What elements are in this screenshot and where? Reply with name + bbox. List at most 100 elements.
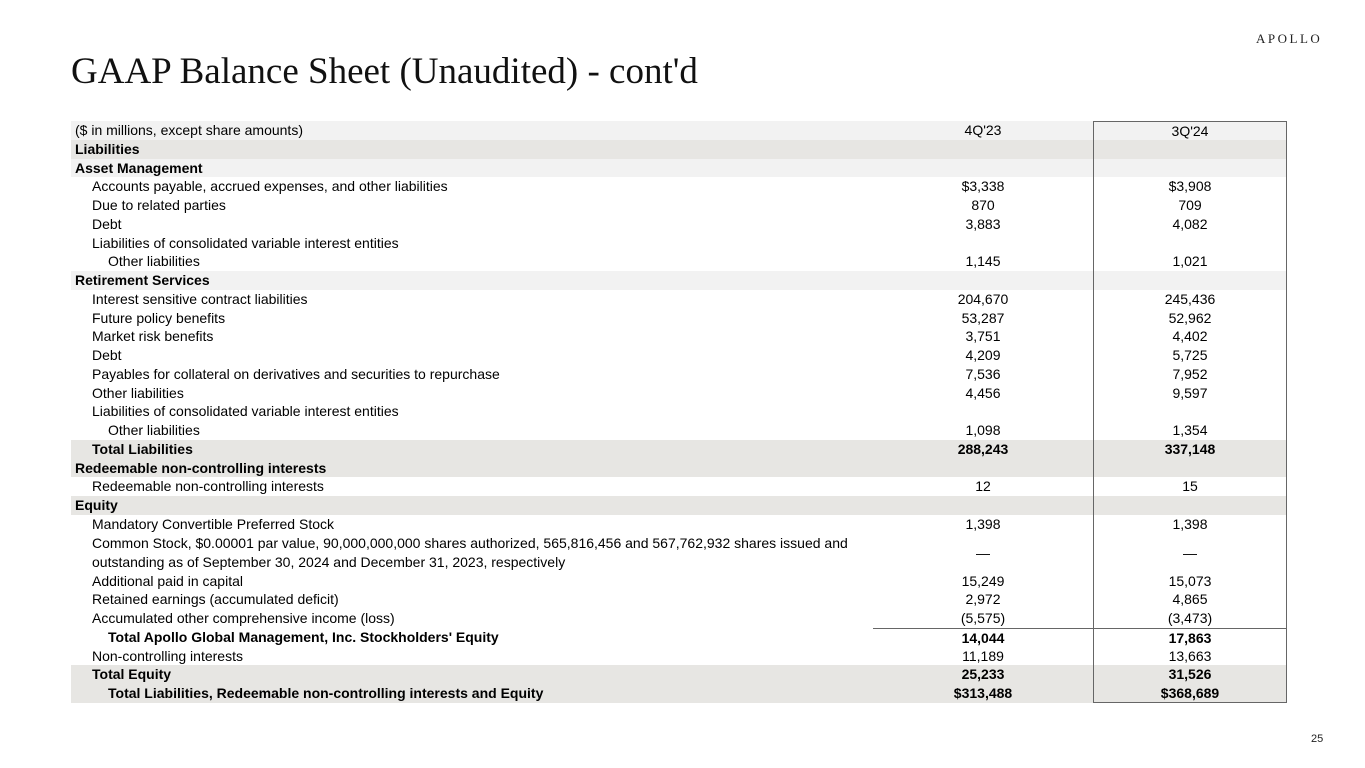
value-3q24: 1,354 <box>1093 421 1287 440</box>
value-4q23: 14,044 <box>873 627 1093 647</box>
value-4q23 <box>873 234 1093 253</box>
table-row: Liabilities of consolidated variable int… <box>71 233 1287 253</box>
row-label: Interest sensitive contract liabilities <box>92 290 308 307</box>
table-row: Additional paid in capital 15,249 15,073 <box>71 571 1287 591</box>
value-3q24: 9,597 <box>1093 383 1287 403</box>
value-3q24: 709 <box>1093 196 1287 215</box>
row-label: Non-controlling interests <box>92 647 243 664</box>
value-3q24: 1,021 <box>1093 252 1287 271</box>
row-label: Total Apollo Global Management, Inc. Sto… <box>108 628 499 645</box>
value-4q23: 12 <box>975 478 991 495</box>
value-4q23 <box>873 402 1093 421</box>
table-header-row: ($ in millions, except share amounts) 4Q… <box>71 121 1287 140</box>
value-3q24: 4,865 <box>1093 590 1287 609</box>
value-4q23 <box>873 159 1093 178</box>
value-4q23: $313,488 <box>953 685 1013 701</box>
value-4q23: $3,338 <box>961 178 1005 195</box>
row-label: Other liabilities <box>108 422 200 438</box>
value-3q24 <box>1093 139 1287 159</box>
page-number: 25 <box>1311 733 1324 745</box>
total-row: Total Equity 25,233 31,526 <box>71 665 1287 684</box>
value-3q24: 17,863 <box>1093 627 1287 647</box>
balance-sheet-table: ($ in millions, except share amounts) 4Q… <box>71 121 1287 703</box>
value-4q23: 3,883 <box>965 215 1001 232</box>
value-4q23: 870 <box>971 197 995 213</box>
value-3q24: (3,473) <box>1093 609 1287 628</box>
value-3q24: 4,402 <box>1093 327 1287 346</box>
row-label: Debt <box>92 347 122 363</box>
value-4q23 <box>873 271 1093 290</box>
value-3q24: 31,526 <box>1093 665 1287 684</box>
section-header-row: Asset Management <box>71 158 1287 178</box>
page-title: GAAP Balance Sheet (Unaudited) - cont'd <box>71 51 698 92</box>
units-label: ($ in millions, except share amounts) <box>75 122 303 138</box>
table-row: Common Stock, $0.00001 par value, 90,000… <box>71 533 1287 572</box>
row-label: Equity <box>75 497 118 513</box>
value-3q24: 1,398 <box>1093 514 1287 534</box>
total-row: Total Apollo Global Management, Inc. Sto… <box>71 627 1287 647</box>
value-4q23: 1,398 <box>965 515 1001 532</box>
row-label: Total Equity <box>92 666 172 683</box>
value-4q23 <box>873 140 1093 159</box>
value-3q24: — <box>1093 533 1287 572</box>
table-row: Debt 3,883 4,082 <box>71 214 1287 234</box>
value-3q24: 245,436 <box>1093 289 1287 309</box>
table-row: Other liabilities 1,145 1,021 <box>71 252 1287 271</box>
row-label: Debt <box>92 215 122 232</box>
row-label: Liabilities <box>75 140 140 157</box>
value-3q24 <box>1093 271 1287 290</box>
value-4q23: 7,536 <box>965 365 1001 382</box>
row-label: Due to related parties <box>92 197 226 213</box>
table-row: Market risk benefits 3,751 4,402 <box>71 327 1287 346</box>
value-4q23: (5,575) <box>960 610 1006 626</box>
row-label: Common Stock, $0.00001 par value, 90,000… <box>92 534 848 570</box>
row-label: Mandatory Convertible Preferred Stock <box>92 515 334 532</box>
value-4q23: 2,972 <box>965 591 1001 608</box>
row-label: Accounts payable, accrued expenses, and … <box>92 178 448 195</box>
row-label: Liabilities of consolidated variable int… <box>92 403 399 420</box>
value-4q23: 204,670 <box>957 290 1009 307</box>
value-3q24: 7,952 <box>1093 364 1287 384</box>
value-3q24 <box>1093 233 1287 253</box>
section-header-row: Redeemable non-controlling interests <box>71 458 1287 478</box>
value-4q23: 53,287 <box>961 309 1005 326</box>
value-3q24 <box>1093 402 1287 421</box>
apollo-logo: APOLLO <box>1256 31 1323 46</box>
table-row: Other liabilities 1,098 1,354 <box>71 421 1287 440</box>
value-3q24 <box>1093 458 1287 478</box>
table-row: Redeemable non-controlling interests 12 15 <box>71 477 1287 496</box>
row-label: Additional paid in capital <box>92 572 243 589</box>
table-row: Payables for collateral on derivatives a… <box>71 364 1287 384</box>
value-4q23 <box>873 496 1093 515</box>
row-label: Total Liabilities <box>92 440 193 457</box>
row-label: Retirement Services <box>75 272 210 288</box>
row-label: Other liabilities <box>108 253 200 270</box>
value-4q23: 15,249 <box>961 572 1005 589</box>
value-3q24: 15 <box>1093 477 1287 496</box>
value-3q24: $368,689 <box>1093 684 1287 703</box>
value-3q24: 13,663 <box>1093 646 1287 666</box>
table-row: Retained earnings (accumulated deficit) 2… <box>71 590 1287 609</box>
value-4q23: 1,145 <box>965 253 1001 270</box>
row-label: Retained earnings (accumulated deficit) <box>92 591 339 608</box>
row-label: Redeemable non-controlling interests <box>75 459 327 476</box>
value-4q23: 1,098 <box>965 422 1001 438</box>
row-label: Market risk benefits <box>92 328 214 345</box>
table-row: Accumulated other comprehensive income (… <box>71 609 1287 628</box>
value-4q23: 3,751 <box>965 328 1001 345</box>
row-label: Liabilities of consolidated variable int… <box>92 234 399 251</box>
section-header-row: Equity <box>71 496 1287 515</box>
value-4q23: — <box>976 544 990 561</box>
row-label: Total Liabilities, Redeemable non-contro… <box>108 685 544 701</box>
column-header-4q23: 4Q'23 <box>964 122 1002 138</box>
row-label: Other liabilities <box>92 384 184 401</box>
row-label: Future policy benefits <box>92 309 226 326</box>
value-3q24: 4,082 <box>1093 214 1287 234</box>
value-4q23: 288,243 <box>957 440 1009 457</box>
value-3q24: $3,908 <box>1093 177 1287 196</box>
table-row: Accounts payable, accrued expenses, and … <box>71 177 1287 196</box>
value-3q24: 15,073 <box>1093 571 1287 591</box>
value-4q23: 4,456 <box>965 384 1001 401</box>
value-3q24 <box>1093 158 1287 178</box>
row-label: Payables for collateral on derivatives a… <box>92 365 500 382</box>
